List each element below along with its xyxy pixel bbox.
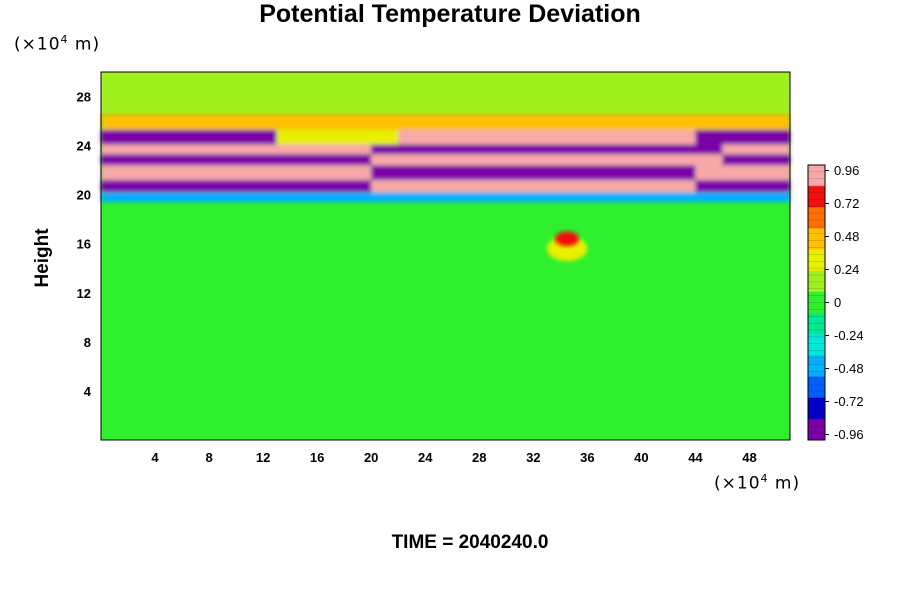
x-axis: 4 8 12 16 20 24 28 32 36 40 44 48	[151, 450, 756, 465]
band-1-segment-0	[101, 179, 372, 193]
x-tick-label: 48	[742, 450, 756, 465]
band-4-segment-0	[101, 144, 372, 155]
colorbar-tick-label: 0.96	[834, 163, 859, 178]
colorbar-swatch	[808, 291, 825, 314]
x-tick-label: 4	[151, 450, 159, 465]
colorbar-swatch	[808, 397, 825, 420]
x-tick-label: 16	[310, 450, 324, 465]
x-unit-prefix: (×10	[714, 473, 761, 494]
band-4-segment-2	[722, 144, 790, 155]
band-1-segment-2	[695, 179, 790, 193]
y-tick-label: 16	[77, 237, 91, 252]
band-1-segment-1	[371, 179, 696, 193]
band-6-segment-0	[101, 113, 790, 130]
colorbar-swatch	[808, 207, 825, 229]
x-tick-label: 20	[364, 450, 378, 465]
colorbar: 0.96 0.72 0.48 0.24 0 -0.24 -0.48 -0.72 -0.96	[807, 163, 864, 442]
band-3-segment-2	[722, 154, 790, 166]
colorbar-swatch	[808, 228, 825, 250]
x-tick-label: 40	[634, 450, 648, 465]
band-3-segment-1	[371, 154, 723, 166]
colorbar-tick-label: -0.96	[834, 427, 864, 442]
x-axis-unit: (×104 m)	[714, 472, 800, 494]
colorbar-swatch	[808, 270, 825, 293]
colorbar-swatch	[808, 355, 825, 377]
band-5-segment-2	[398, 129, 696, 145]
y-unit-prefix: (×10	[14, 34, 61, 55]
colorbar-tick-label: 0.48	[834, 229, 859, 244]
y-tick-label: 8	[84, 335, 91, 350]
x-tick-label: 8	[205, 450, 212, 465]
x-tick-label: 32	[526, 450, 540, 465]
x-unit-suffix: m)	[768, 473, 801, 494]
band-5-segment-3	[695, 129, 790, 145]
colorbar-swatch	[808, 376, 825, 398]
plot-frame	[100, 71, 791, 441]
x-tick-label: 36	[580, 450, 594, 465]
time-label: TIME = 2040240.0	[391, 532, 549, 553]
colorbar-tick-label: -0.24	[834, 328, 864, 343]
chart-title: Potential Temperature Deviation	[259, 0, 641, 28]
colorbar-swatch	[808, 186, 825, 208]
band-2-segment-2	[695, 165, 790, 180]
colorbar-tick-label: -0.72	[834, 394, 864, 409]
colorbar-tick-label: 0.24	[834, 262, 859, 277]
colorbar-swatch	[808, 313, 825, 335]
colorbar-swatch	[808, 165, 825, 187]
colorbar-tick-label: -0.48	[834, 361, 864, 376]
x-unit-exponent: 4	[760, 472, 769, 485]
y-tick-label: 4	[84, 384, 92, 399]
y-axis: 4 8 12 16 20 24 28	[77, 90, 92, 399]
y-axis-unit: (×104 m)	[14, 33, 100, 55]
band-2-segment-0	[101, 165, 372, 180]
band-3-segment-0	[101, 154, 372, 166]
y-unit-suffix: m)	[68, 34, 101, 55]
field-upper-layer	[101, 72, 790, 114]
x-tick-label: 28	[472, 450, 486, 465]
band-4-segment-1	[371, 144, 723, 155]
x-tick-label: 12	[256, 450, 270, 465]
band-5-segment-1	[276, 129, 399, 145]
y-tick-label: 24	[77, 139, 92, 154]
colorbar-tick-label: 0.72	[834, 196, 859, 211]
y-unit-exponent: 4	[60, 33, 69, 46]
colorbar-tick-label: 0	[834, 295, 841, 310]
band-0-segment-0	[101, 192, 790, 203]
band-5-segment-0	[101, 129, 277, 145]
y-tick-label: 28	[77, 90, 91, 105]
x-tick-label: 24	[418, 450, 433, 465]
anomaly-blob-1	[554, 231, 580, 247]
x-tick-label: 44	[688, 450, 703, 465]
band-2-segment-1	[371, 165, 696, 180]
y-tick-label: 20	[77, 188, 91, 203]
y-tick-label: 12	[77, 286, 91, 301]
bands	[101, 113, 790, 203]
plot-area	[100, 71, 791, 441]
colorbar-swatch	[808, 249, 825, 272]
colorbar-swatch	[808, 418, 825, 441]
colorbar-swatch	[808, 334, 825, 356]
